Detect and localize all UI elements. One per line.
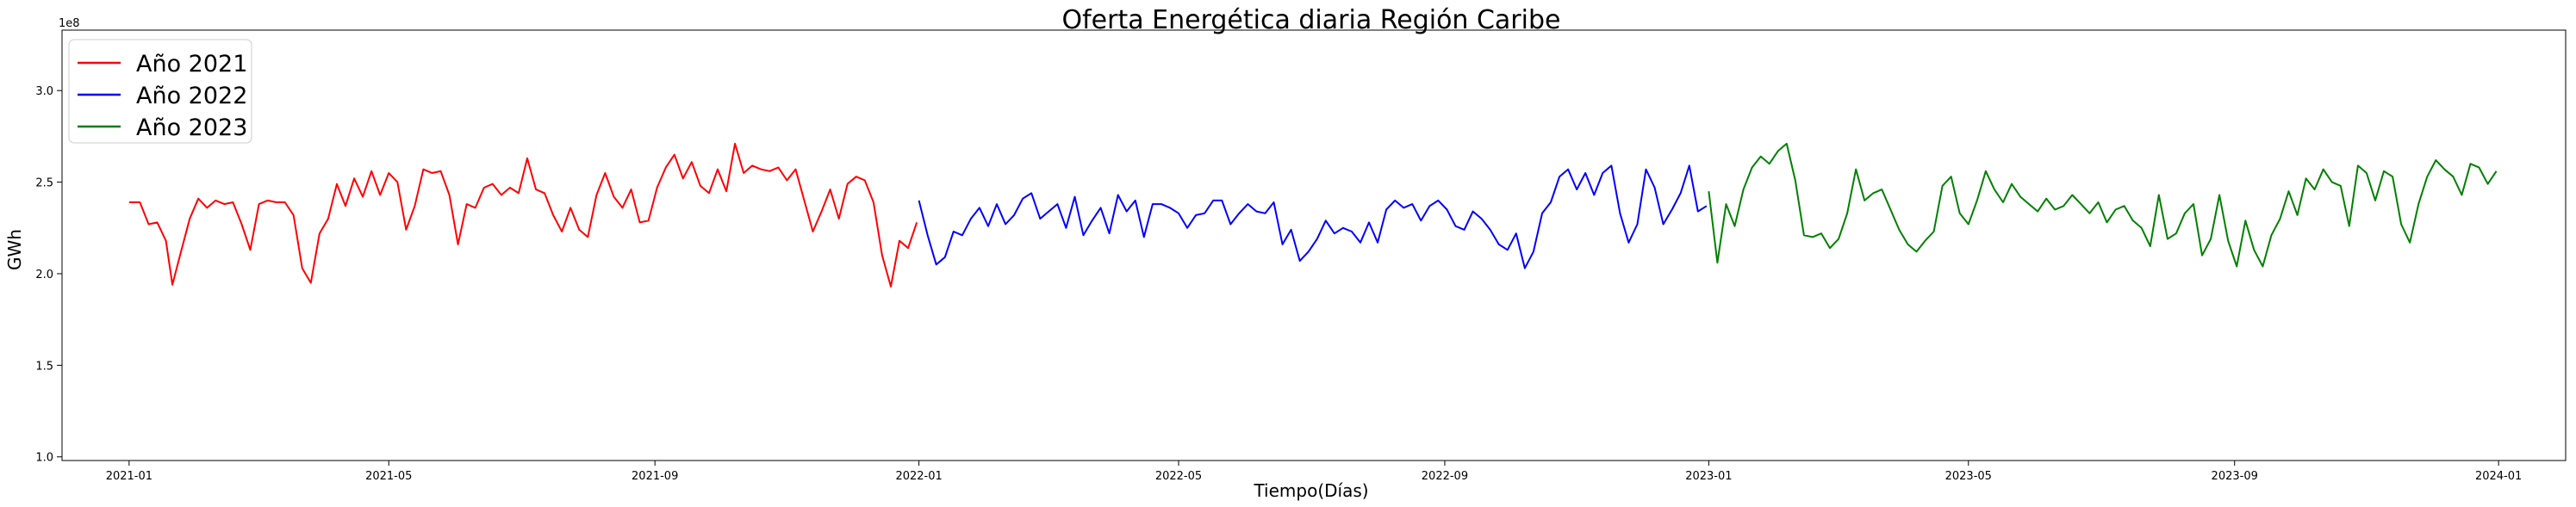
x-axis: 2021-01 2021-05 2021-09 2022-01 2022-05 2022-… [106, 461, 2522, 483]
plot-frame [61, 29, 2567, 461]
x-tick-label: 2023-09 [2212, 470, 2258, 483]
y-tick-label: 1.0 [35, 452, 53, 465]
plot-area [61, 29, 2567, 461]
legend: Año 2021 Año 2022 Año 2023 [68, 39, 252, 144]
legend-label-3: Año 2023 [136, 114, 247, 141]
x-tick-label: 2024-01 [2475, 470, 2522, 483]
x-tick-label: 2022-05 [1155, 470, 1202, 483]
x-tick-label: 2021-01 [106, 470, 152, 483]
x-tick-label: 2021-05 [365, 470, 412, 483]
x-tick-label: 2023-01 [1685, 470, 1732, 483]
y-axis-label: GWh [4, 229, 25, 270]
x-axis-label: Tiempo(Días) [1253, 480, 1368, 501]
y-tick-label: 2.5 [35, 177, 53, 190]
x-tick-label: 2023-05 [1945, 470, 1992, 483]
series-line-2 [918, 164, 1708, 269]
y-tick-label: 1.5 [35, 360, 53, 373]
legend-label-2: Año 2022 [136, 83, 247, 109]
series-group [128, 142, 2498, 288]
chart-title: Oferta Energética diaria Región Caribe [1062, 5, 1561, 35]
series-line-3 [1708, 142, 2498, 268]
legend-frame [68, 39, 252, 144]
y-tick-label: 3.0 [35, 85, 53, 98]
x-tick-label: 2021-09 [632, 470, 678, 483]
y-tick-label: 2.0 [35, 269, 53, 281]
y-offset-label: 1e8 [59, 17, 80, 30]
legend-label-1: Año 2021 [136, 51, 247, 77]
x-tick-label: 2022-09 [1422, 470, 1468, 483]
y-axis: 1.0 1.5 2.0 2.5 3.0 [35, 85, 62, 465]
series-line-1 [128, 142, 918, 288]
x-tick-label: 2022-01 [895, 470, 942, 483]
